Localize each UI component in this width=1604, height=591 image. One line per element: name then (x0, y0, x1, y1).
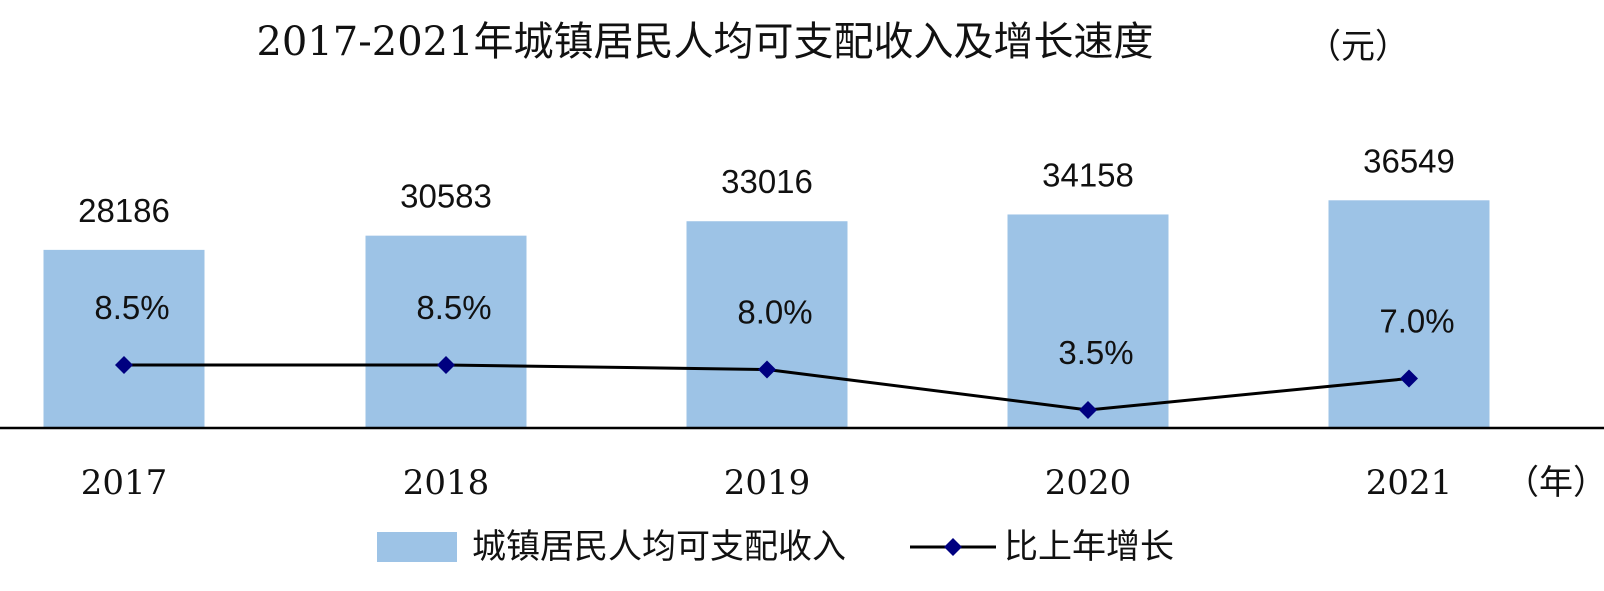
x-tick-labels-layer: 2017 2018 2019 2020 2021 (81, 463, 1453, 503)
growth-marker-2018 (437, 356, 455, 374)
growth-value-label-2017: 8.5% (94, 289, 169, 326)
x-tick-label-2017: 2017 (81, 463, 168, 503)
legend-marker-growth (944, 538, 962, 556)
legend-label-income: 城镇居民人均可支配收入 (472, 527, 846, 567)
data-labels-layer: 28186 30583 33016 34158 36549 8.5% 8.5% 8.0% 3.5… (78, 142, 1455, 371)
bar-2017 (43, 249, 205, 428)
x-tick-label-2021: 2021 (1366, 463, 1453, 503)
growth-marker-2020 (1079, 401, 1097, 419)
legend: 城镇居民人均可支配收入 比上年增长 (377, 527, 1174, 567)
bars-layer (43, 200, 1490, 428)
x-tick-label-2019: 2019 (724, 463, 811, 503)
growth-marker-2017 (115, 356, 133, 374)
growth-value-label-2019: 8.0% (737, 294, 812, 331)
growth-value-label-2018: 8.5% (416, 289, 491, 326)
bar-value-label-2021: 36549 (1363, 142, 1455, 179)
bar-2020 (1007, 214, 1169, 428)
growth-marker-2019 (758, 360, 776, 379)
y-axis-unit-label: （元） (1307, 27, 1409, 67)
growth-line-layer (115, 356, 1418, 419)
x-axis-unit-label: （年） (1505, 463, 1604, 503)
bar-2019 (686, 221, 848, 428)
bar-value-label-2018: 30583 (400, 178, 492, 215)
x-tick-label-2018: 2018 (403, 463, 490, 503)
growth-value-label-2020: 3.5% (1058, 334, 1133, 371)
bar-2021 (1328, 200, 1490, 428)
bar-value-label-2017: 28186 (78, 192, 170, 229)
x-tick-label-2020: 2020 (1045, 463, 1132, 503)
legend-label-growth: 比上年增长 (1004, 527, 1174, 567)
growth-marker-2021 (1400, 369, 1418, 388)
growth-value-label-2021: 7.0% (1379, 303, 1454, 340)
legend-swatch-income (377, 532, 457, 562)
chart-title: 2017-2021年城镇居民人均可支配收入及增长速度 (256, 19, 1153, 65)
bar-value-label-2019: 33016 (721, 163, 813, 200)
bar-value-label-2020: 34158 (1042, 156, 1134, 193)
bar-2018 (365, 235, 527, 428)
